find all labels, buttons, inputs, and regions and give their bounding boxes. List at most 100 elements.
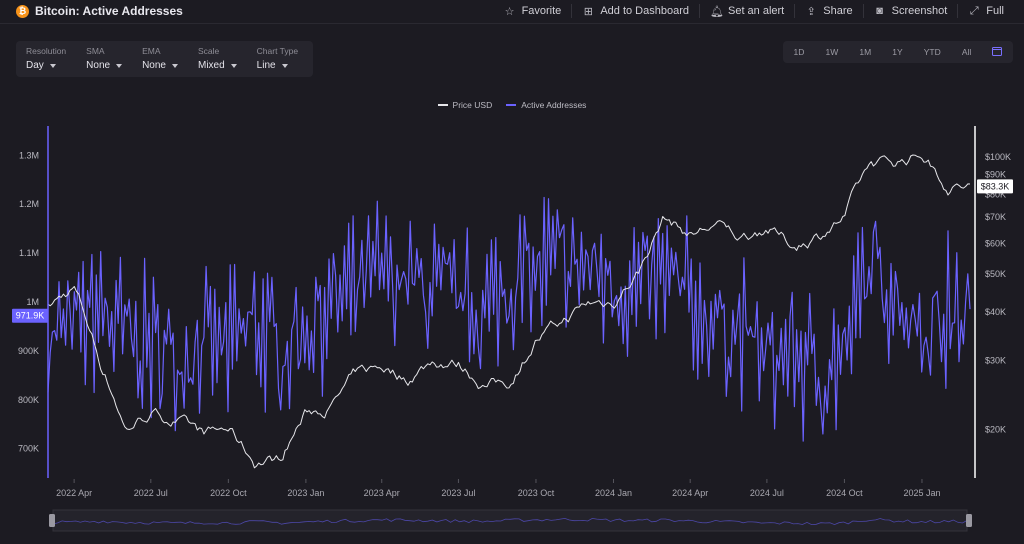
chart-controls: Resolution Day SMA None EMA None Scale M… — [16, 41, 313, 77]
share-label: Share — [823, 5, 853, 17]
top-bar: ₿ Bitcoin: Active Addresses ☆ Favorite ⊞… — [0, 0, 1024, 24]
x-tick-label: 2024 Jan — [595, 488, 632, 498]
page-title: Bitcoin: Active Addresses — [35, 4, 183, 18]
resolution-select[interactable]: Resolution Day — [26, 46, 66, 72]
navigator-left-handle[interactable] — [49, 514, 55, 527]
range-ytd-button[interactable]: YTD — [923, 47, 941, 57]
header-actions: ☆ Favorite ⊞ Add to Dashboard 🔔︎ Set an … — [494, 4, 1014, 18]
ema-select[interactable]: EMA None — [142, 46, 178, 72]
sma-label: SMA — [86, 46, 105, 56]
x-tick-label: 2024 Oct — [826, 488, 863, 498]
resolution-value: Day — [26, 60, 44, 71]
title-group: ₿ Bitcoin: Active Addresses — [16, 4, 183, 18]
range-1y-button[interactable]: 1Y — [892, 47, 903, 57]
sma-select[interactable]: SMA None — [86, 46, 123, 72]
favorite-button[interactable]: ☆ Favorite — [494, 4, 572, 18]
y-left-tick-label: 900K — [18, 346, 39, 356]
scale-value: Mixed — [197, 60, 225, 71]
sma-value: None — [86, 60, 111, 71]
y-left-tick-label: 800K — [18, 395, 39, 405]
x-tick-label: 2023 Jan — [287, 488, 324, 498]
legend-swatch-price — [437, 104, 448, 106]
range-selector: 1D 1W 1M 1Y YTD All — [783, 41, 1013, 63]
price-line — [47, 154, 971, 469]
navigator-track — [52, 509, 968, 532]
y-right-tick-label: $70K — [985, 212, 1006, 222]
chevron-down-icon — [281, 63, 288, 68]
chart-type-select[interactable]: Chart Type Line — [257, 46, 298, 72]
range-1w-button[interactable]: 1W — [825, 47, 839, 57]
y-left-tick-label: 1M — [26, 297, 39, 307]
ema-value: None — [142, 60, 166, 71]
legend-item-price[interactable]: Price USD — [437, 100, 493, 110]
y-left-tick-label: 700K — [18, 444, 39, 454]
chevron-down-icon — [171, 63, 178, 68]
navigator-right-handle[interactable] — [966, 514, 972, 527]
x-tick-label: 2022 Oct — [210, 488, 247, 498]
ema-label: EMA — [142, 46, 161, 56]
fullscreen-label: Full — [986, 5, 1004, 17]
y-right-tick-label: $30K — [985, 356, 1006, 366]
camera-icon: ◙ — [876, 5, 883, 17]
scale-select[interactable]: Scale Mixed — [198, 46, 237, 72]
share-button[interactable]: ⇪ Share — [794, 4, 862, 18]
y-right-tick-label: $100K — [985, 152, 1011, 162]
price-series — [47, 154, 971, 469]
x-tick-label: 2025 Jan — [903, 488, 940, 498]
y-right-tick-label: $20K — [985, 424, 1006, 434]
navigator-series — [52, 517, 968, 526]
chevron-down-icon — [49, 63, 56, 68]
calendar-button[interactable] — [989, 45, 1005, 60]
active-addresses-line — [47, 196, 971, 442]
current-price-badge — [977, 179, 1013, 194]
y-left-tick-label: 1.2M — [19, 199, 39, 209]
screenshot-button[interactable]: ◙ Screenshot — [862, 4, 958, 18]
add-to-dashboard-button[interactable]: ⊞ Add to Dashboard — [571, 4, 699, 18]
favorite-label: Favorite — [521, 5, 562, 17]
x-tick-label: 2022 Apr — [56, 488, 92, 498]
range-navigator[interactable] — [49, 509, 972, 532]
dashboard-add-icon: ⊞ — [583, 5, 593, 18]
x-tick-label: 2024 Apr — [672, 488, 708, 498]
set-alert-label: Set an alert — [727, 5, 785, 17]
bitcoin-icon: ₿ — [16, 4, 29, 18]
y-right-tick-label: $40K — [985, 307, 1006, 317]
legend-label-price: Price USD — [452, 100, 493, 110]
bell-icon: 🔔︎ — [709, 5, 724, 18]
set-alert-button[interactable]: 🔔︎ Set an alert — [698, 4, 794, 18]
x-tick-label: 2023 Apr — [364, 488, 400, 498]
fullscreen-icon: ⤢ — [969, 4, 979, 17]
x-tick-label: 2023 Oct — [518, 488, 555, 498]
active-addresses-series — [47, 196, 971, 442]
fullscreen-button[interactable]: ⤢ Full — [957, 4, 1014, 18]
range-all-button[interactable]: All — [961, 47, 972, 57]
chart-type-value: Line — [256, 60, 276, 71]
x-tick-label: 2022 Jul — [134, 488, 168, 498]
scale-label: Scale — [197, 46, 220, 56]
y-right-tick-label: $60K — [985, 238, 1006, 248]
chart-legend: Price USD Active Addresses — [0, 100, 1024, 110]
star-icon: ☆ — [504, 5, 515, 18]
current-active-addresses-value: 971.9K — [16, 311, 45, 321]
current-active-addresses-badge — [12, 308, 48, 323]
legend-label-active-addresses: Active Addresses — [521, 100, 587, 110]
legend-item-active-addresses[interactable]: Active Addresses — [506, 100, 586, 110]
chevron-down-icon — [116, 63, 123, 68]
y-right-tick-label: $50K — [985, 269, 1006, 279]
legend-swatch-active-addresses — [506, 104, 517, 106]
current-price-value: $83.3K — [981, 181, 1010, 191]
resolution-label: Resolution — [26, 46, 67, 56]
x-tick-label: 2024 Jul — [750, 488, 784, 498]
share-icon: ⇪ — [806, 5, 816, 18]
y-left-tick-label: 1.3M — [19, 150, 39, 160]
chart-type-label: Chart Type — [256, 46, 299, 56]
screenshot-label: Screenshot — [891, 5, 948, 17]
add-to-dashboard-label: Add to Dashboard — [600, 5, 689, 17]
y-right-tick-label: $90K — [985, 170, 1006, 180]
chevron-down-icon — [230, 63, 237, 68]
chart-axes: 1.3M1.2M1.1M1M900K800K700K$100K$90K$80K$… — [12, 126, 1013, 498]
range-1d-button[interactable]: 1D — [793, 47, 805, 57]
calendar-icon — [992, 46, 1003, 56]
range-1m-button[interactable]: 1M — [859, 47, 872, 57]
